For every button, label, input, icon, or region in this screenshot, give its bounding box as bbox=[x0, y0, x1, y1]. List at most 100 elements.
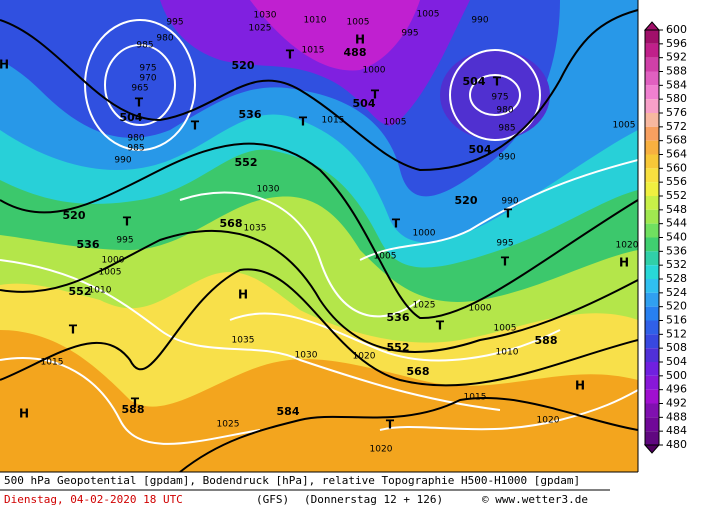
pressure-label: 1010 bbox=[304, 16, 327, 26]
colorbar-label: 572 bbox=[666, 120, 687, 133]
colorbar-swatch bbox=[645, 209, 659, 224]
pressure-center: H bbox=[355, 33, 365, 47]
pressure-center: H bbox=[619, 256, 629, 270]
colorbar-swatch bbox=[645, 43, 659, 58]
colorbar-swatch bbox=[645, 375, 659, 390]
pressure-label: 1010 bbox=[496, 348, 519, 358]
pressure-label: 995 bbox=[116, 236, 133, 246]
pressure-label: 1005 bbox=[374, 252, 397, 262]
pressure-label: 1025 bbox=[249, 24, 272, 34]
geopotential-label: 568 bbox=[220, 217, 243, 230]
pressure-label: 990 bbox=[471, 16, 488, 26]
geopotential-label: 520 bbox=[63, 209, 86, 222]
footer-credit: © www.wetter3.de bbox=[482, 493, 588, 506]
geopotential-label: 588 bbox=[535, 334, 558, 347]
geopotential-label: 552 bbox=[69, 285, 92, 298]
pressure-label: 985 bbox=[127, 144, 144, 154]
colorbar-label: 524 bbox=[666, 286, 687, 299]
pressure-center: T bbox=[131, 396, 140, 410]
pressure-label: 975 bbox=[491, 93, 508, 103]
colorbar-label: 568 bbox=[666, 134, 687, 147]
colorbar-swatch bbox=[645, 265, 659, 279]
geopotential-label: 520 bbox=[455, 194, 478, 207]
pressure-label: 1005 bbox=[99, 268, 122, 278]
isobars bbox=[0, 19, 639, 445]
pressure-label: 1015 bbox=[302, 46, 325, 56]
colorbar-swatch bbox=[645, 403, 659, 418]
colorbar-label: 484 bbox=[666, 424, 687, 437]
colorbar-label: 492 bbox=[666, 397, 687, 410]
pressure-center: T bbox=[135, 96, 144, 110]
pressure-label: 965 bbox=[131, 84, 148, 94]
pressure-label: 1005 bbox=[417, 10, 440, 20]
pressure-center: T bbox=[392, 217, 401, 231]
colorbar-label: 488 bbox=[666, 410, 687, 423]
geopotential-label: 520 bbox=[232, 59, 255, 72]
colorbar-swatch bbox=[645, 57, 659, 72]
pressure-label: 1020 bbox=[616, 241, 639, 251]
pressure-label: 1035 bbox=[232, 336, 255, 346]
colorbar-swatch bbox=[645, 237, 659, 252]
colorbar-label: 516 bbox=[666, 314, 687, 327]
pressure-label: 1035 bbox=[244, 224, 267, 234]
pressure-center: T bbox=[386, 418, 395, 432]
geopotential-label: 536 bbox=[77, 238, 100, 251]
colorbar-label: 544 bbox=[666, 217, 687, 230]
field bbox=[440, 50, 550, 140]
colorbar-frame bbox=[644, 29, 660, 446]
pressure-label: 1025 bbox=[217, 420, 240, 430]
pressure-center: T bbox=[123, 215, 132, 229]
pressure-label: 1005 bbox=[347, 18, 370, 28]
pressure-label: 990 bbox=[501, 197, 518, 207]
colorbar-swatch bbox=[645, 389, 659, 404]
pressure-center: H bbox=[575, 379, 585, 393]
pressure-label: 1000 bbox=[469, 304, 492, 314]
footer-description: 500 hPa Geopotential [gpdam], Bodendruck… bbox=[4, 474, 580, 487]
geopotential-label: 552 bbox=[235, 156, 258, 169]
geopotential-label: 488 bbox=[344, 46, 367, 59]
colorbar-label: 564 bbox=[666, 148, 687, 161]
colorbar-swatch bbox=[645, 140, 659, 155]
pressure-label: 1030 bbox=[257, 185, 280, 195]
colorbar-label: 600 bbox=[666, 23, 687, 36]
colorbar-swatch bbox=[645, 30, 659, 44]
pressure-label: 1015 bbox=[464, 393, 487, 403]
colorbar-swatch bbox=[645, 306, 659, 321]
pressure-label: 980 bbox=[127, 134, 144, 144]
pressure-center: T bbox=[69, 323, 78, 337]
colorbar-label: 508 bbox=[666, 341, 687, 354]
pressure-label: 1020 bbox=[353, 352, 376, 362]
pressure-center: T bbox=[493, 75, 502, 89]
colorbar-swatch bbox=[645, 196, 659, 210]
map-area bbox=[0, 0, 639, 473]
colorbar-swatch bbox=[645, 99, 659, 113]
footer-bg bbox=[0, 472, 704, 513]
geopotential-label: 504 bbox=[120, 111, 143, 124]
geopotential-lines bbox=[0, 9, 639, 473]
colorbar-label: 532 bbox=[666, 258, 687, 271]
colorbar-swatch bbox=[645, 251, 659, 266]
pressure-label: 1020 bbox=[537, 416, 560, 426]
footer-forecast: (Donnerstag 12 + 126) bbox=[304, 493, 443, 506]
pressure-label: 975 bbox=[139, 64, 156, 74]
pressure-label: 990 bbox=[114, 156, 131, 166]
pressure-label: 985 bbox=[498, 124, 515, 134]
pressure-label: 1010 bbox=[89, 286, 112, 296]
pressure-label: 1000 bbox=[102, 256, 125, 266]
colorbar-label: 480 bbox=[666, 438, 687, 451]
colorbar-cap bbox=[643, 444, 661, 454]
pressure-label: 970 bbox=[139, 74, 156, 84]
pressure-center: T bbox=[191, 119, 200, 133]
pressure-label: 1005 bbox=[384, 118, 407, 128]
colorbar-label: 560 bbox=[666, 161, 687, 174]
colorbar-swatch bbox=[645, 292, 659, 307]
pressure-label: 1000 bbox=[363, 66, 386, 76]
pressure-center: T bbox=[371, 88, 380, 102]
pressure-center: H bbox=[19, 407, 29, 421]
pressure-label: 1030 bbox=[295, 351, 318, 361]
colorbar-swatch bbox=[645, 320, 659, 335]
colorbar-swatch bbox=[645, 85, 659, 100]
pressure-label: 985 bbox=[136, 41, 153, 51]
pressure-center: T bbox=[501, 255, 510, 269]
